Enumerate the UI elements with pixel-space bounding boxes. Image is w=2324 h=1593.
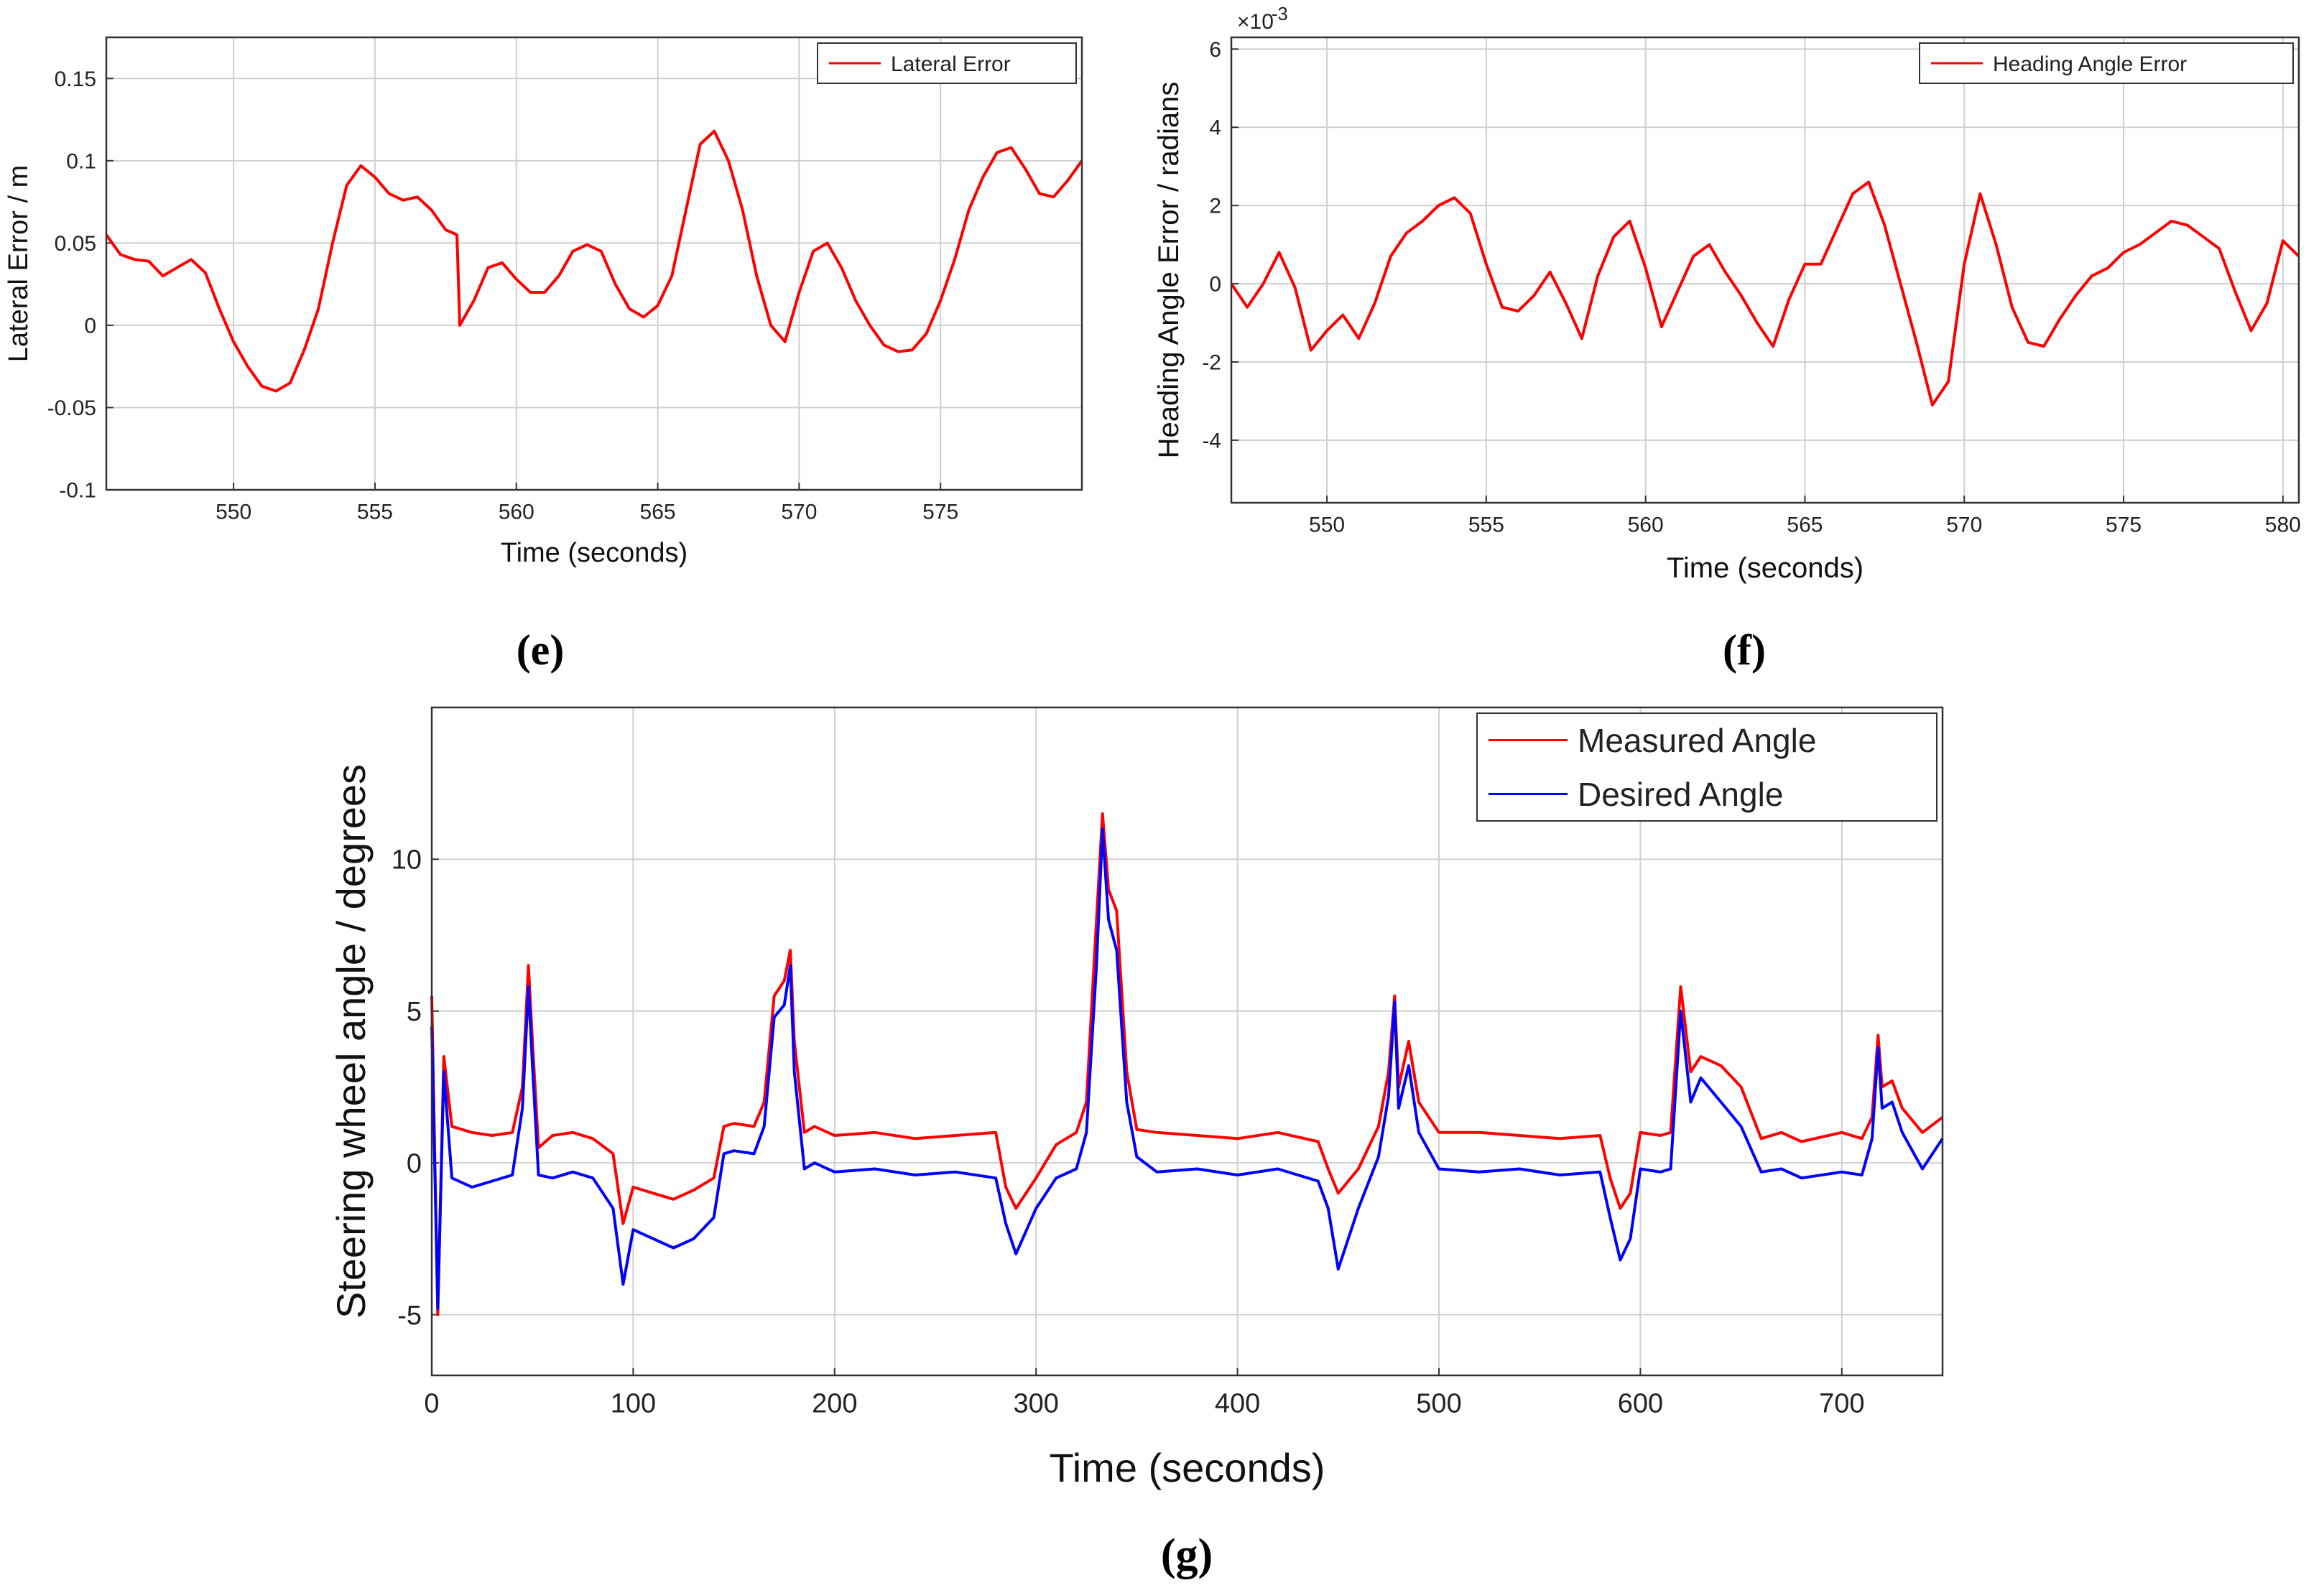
- chart-e: 550 555 560 565 570 575 -0.1 -0.05 0 0.05 0.1 0.15 L…: [4, 36, 1083, 674]
- y-tick-label: 0: [407, 1148, 422, 1179]
- legend: Measured Angle Desired Angle: [1476, 712, 1938, 822]
- y-tick-label: 0.1: [66, 149, 96, 173]
- x-tick-label: 565: [1787, 514, 1823, 537]
- x-tick-label: 400: [1215, 1388, 1260, 1418]
- x-tick-label: 555: [1468, 514, 1504, 537]
- y-tick-label: 0.05: [55, 232, 96, 256]
- y-tick-label: 0: [84, 314, 96, 338]
- x-tick-label: 500: [1416, 1388, 1461, 1418]
- x-tick-label: 550: [216, 501, 251, 524]
- panel-label: (g): [1161, 1531, 1213, 1579]
- x-tick-label: 600: [1618, 1388, 1663, 1418]
- y-tick-label: 6: [1209, 38, 1221, 62]
- panel-label: (f): [1723, 626, 1766, 674]
- series-line-1: [430, 812, 1944, 1316]
- y-tick-label: 0.15: [55, 68, 96, 91]
- x-tick-label: 560: [499, 501, 534, 524]
- x-axis-title: Time (seconds): [1667, 552, 1864, 584]
- legend: Heading Angle Error: [1919, 42, 2294, 84]
- y-tick-label: 0: [1209, 273, 1221, 297]
- x-axis-title: Time (seconds): [1050, 1445, 1325, 1490]
- x-tick-label: 555: [357, 501, 393, 524]
- legend: Lateral Error: [817, 42, 1077, 84]
- y-axis-title: Heading Angle Error / radians: [1153, 82, 1185, 459]
- axis-multiplier: ×10: [1237, 10, 1274, 34]
- x-tick-label: 550: [1309, 514, 1345, 537]
- x-tick-label: 575: [922, 501, 958, 524]
- x-axis-title: Time (seconds): [501, 538, 688, 568]
- y-axis-title: Lateral Error / m: [4, 165, 34, 363]
- plot-frame: [1230, 36, 2300, 504]
- plot-frame: [430, 706, 1944, 1377]
- y-tick-label: 4: [1209, 116, 1221, 140]
- x-tick-label: 570: [781, 501, 817, 524]
- series-line-1: [105, 129, 1083, 393]
- legend-label: Measured Angle: [1578, 722, 1816, 759]
- x-tick-label: 700: [1819, 1388, 1864, 1418]
- x-tick-label: 0: [424, 1388, 439, 1418]
- x-tick-label: 200: [812, 1388, 857, 1418]
- x-tick-label: 100: [611, 1388, 656, 1418]
- legend-box: [1476, 712, 1938, 822]
- x-tick-label: 575: [2106, 514, 2142, 537]
- axis-exponent: -3: [1272, 4, 1288, 24]
- y-tick-label: 5: [407, 997, 422, 1027]
- plot-area: [1231, 37, 2299, 503]
- y-tick-label: -2: [1202, 350, 1221, 374]
- legend-label: Desired Angle: [1578, 776, 1783, 813]
- y-axis-title: Steering wheel angle / degrees: [328, 764, 374, 1319]
- plot-area: [106, 37, 1082, 490]
- x-tick-label: 565: [640, 501, 676, 524]
- legend-label: Heading Angle Error: [1993, 52, 2187, 76]
- x-tick-label: 570: [1946, 514, 1982, 537]
- chart-g: 0 100 200 300 400 500 600 700 -5 0 5 10 Measured Ang…: [328, 706, 1944, 1579]
- x-tick-label: 580: [2265, 514, 2301, 537]
- y-tick-label: -5: [397, 1301, 422, 1331]
- legend-label: Lateral Error: [891, 52, 1011, 76]
- x-tick-label: 300: [1013, 1388, 1058, 1418]
- plot-frame: [105, 36, 1083, 491]
- y-tick-label: -0.05: [47, 396, 96, 420]
- panel-label: (e): [517, 626, 565, 674]
- y-tick-label: 2: [1209, 195, 1221, 218]
- series-line-2: [430, 827, 1944, 1310]
- y-tick-label: -0.1: [59, 479, 96, 503]
- y-tick-label: 10: [392, 845, 422, 876]
- y-tick-label: -4: [1202, 429, 1221, 452]
- series-line-1: [1230, 180, 2300, 407]
- x-tick-label: 560: [1628, 514, 1664, 537]
- chart-f: 550 555 560 565 570 575 580 -4 -2 0 2 4 6 Heading Ang…: [1153, 4, 2301, 674]
